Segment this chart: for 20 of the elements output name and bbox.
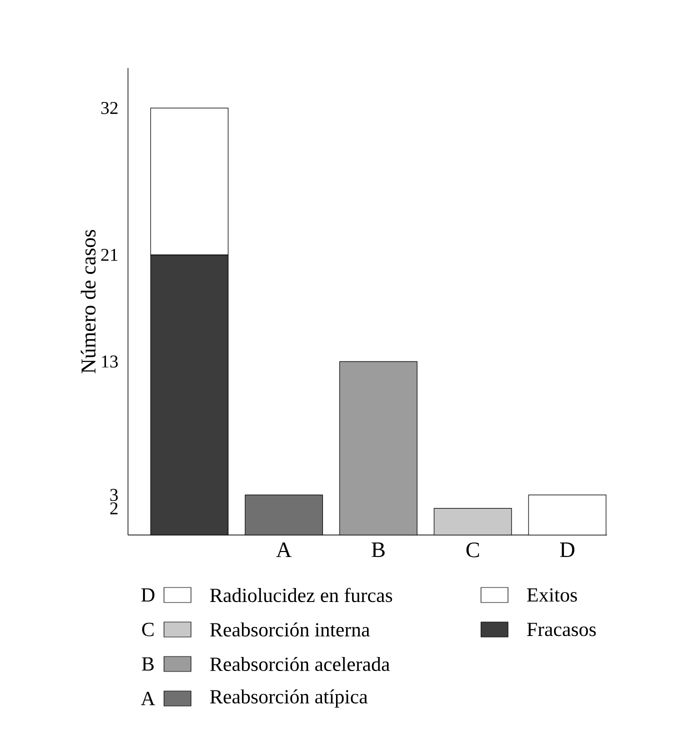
y-tick-label: 21 (101, 248, 118, 261)
x-tick-label: C (466, 542, 479, 558)
legend-label: Fracasos (527, 622, 596, 636)
category-label: D (141, 588, 154, 602)
legend-label: Reabsorción acelerada (210, 656, 390, 672)
legend-label: Reabsorción interna (210, 622, 370, 637)
x-tick-label: B (372, 542, 385, 557)
category-label: C (142, 622, 154, 636)
x-tick-label: D (560, 542, 574, 557)
y-axis-title: Número de casos (80, 230, 96, 374)
category-label: A (140, 692, 156, 706)
category-label: B (142, 657, 154, 671)
x-tick-label: A (276, 542, 292, 558)
y-tick-label: 13 (102, 355, 118, 368)
legend-label: Radiolucidez en furcas (210, 588, 392, 602)
legend-label: Reabsorción atípica (210, 689, 368, 708)
y-tick-label: 2 (110, 502, 118, 514)
y-tick-label: 3 (110, 488, 118, 502)
y-tick-label: 32 (101, 102, 118, 114)
legend-label: Exitos (527, 588, 577, 602)
